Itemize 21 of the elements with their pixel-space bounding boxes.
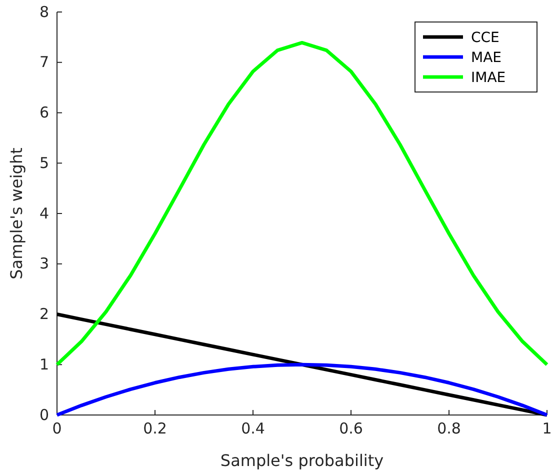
line-series — [55, 40, 549, 366]
y-tick-label: 7 — [39, 53, 49, 72]
y-tick-label: 4 — [39, 204, 49, 222]
x-tick-label: 0.6 — [339, 420, 363, 438]
x-tick-label: 0.8 — [437, 420, 461, 438]
x-tick-label: 1 — [542, 420, 552, 438]
y-tick-label: 0 — [39, 406, 49, 424]
y-tick-label: 8 — [39, 2, 49, 21]
y-tick-label: 6 — [39, 104, 49, 122]
x-tick-label: 0 — [52, 420, 62, 438]
y-axis-title: Sample's weight — [7, 148, 26, 280]
x-tick-label: 0.4 — [241, 420, 265, 438]
y-tick-label: 3 — [39, 254, 49, 273]
y-tick-label: 5 — [39, 154, 49, 172]
y-tick-label: 1 — [39, 355, 49, 374]
legend-label: IMAE — [471, 70, 506, 86]
x-tick-label: 0.2 — [143, 420, 167, 438]
x-axis-title: Sample's probability — [220, 451, 384, 470]
legend-label: CCE — [471, 30, 500, 46]
y-tick-label: 2 — [39, 305, 49, 324]
legend-label: MAE — [471, 50, 502, 66]
